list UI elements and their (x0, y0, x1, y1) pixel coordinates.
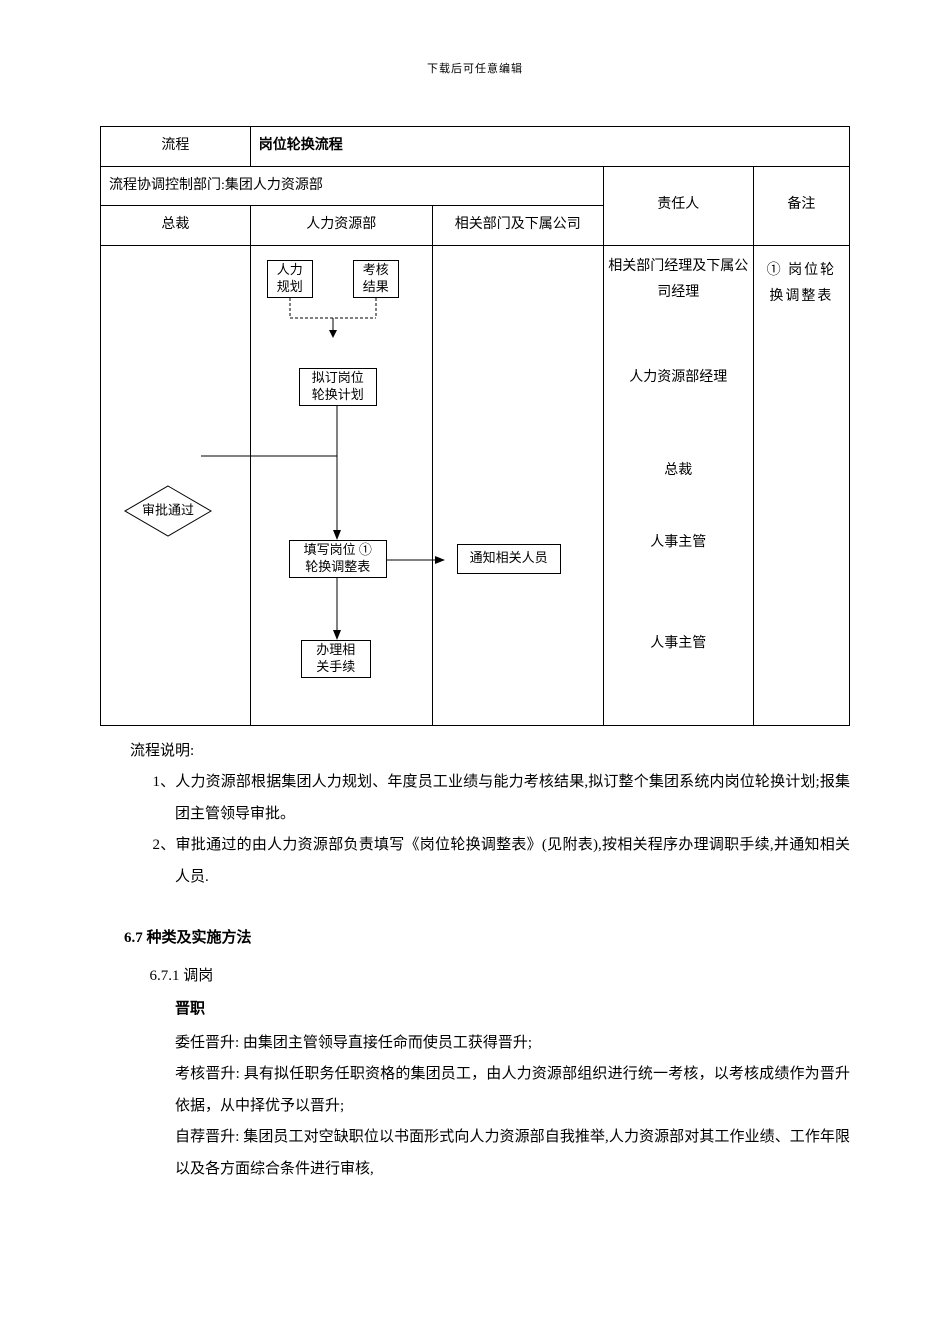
section-p3: 自荐晋升: 集团员工对空缺职位以书面形式向人力资源部自我推举,人力资源部对其工作… (100, 1122, 850, 1185)
dashed-merge (267, 298, 399, 338)
section-subnum: 6.7.1 调岗 (100, 961, 850, 993)
section-heading: 6.7 种类及实施方法 (100, 923, 850, 955)
box-notify: 通知相关人员 (457, 544, 561, 574)
section-6-7: 6.7 种类及实施方法 6.7.1 调岗 晋职 委任晋升: 由集团主管领导直接任… (100, 923, 850, 1185)
arrow-fill-to-process (329, 578, 345, 640)
arrow-draft-to-fill (329, 406, 345, 540)
arrow-to-diamond (191, 406, 341, 511)
header-col-a: 总裁 (101, 206, 251, 246)
header-remark: 备注 (753, 166, 849, 245)
section-subtitle: 晋职 (100, 994, 850, 1026)
resp-2: 人力资源部经理 (608, 365, 749, 392)
box-fill-form: 填写岗位 ①轮换调整表 (289, 540, 387, 578)
box-hr-plan: 人力规划 (267, 260, 313, 298)
description-block: 流程说明: 1、人力资源部根据集团人力规划、年度员工业绩与能力考核结果,拟订整个… (100, 736, 850, 894)
resp-5: 人事主管 (608, 631, 749, 658)
row1-value: 岗位轮换流程 (250, 127, 849, 167)
section-p1: 委任晋升: 由集团主管领导直接任命而使员工获得晋升; (100, 1028, 850, 1060)
process-table: 流程 岗位轮换流程 流程协调控制部门:集团人力资源部 责任人 备注 总裁 人力资… (100, 126, 850, 726)
desc-title: 流程说明: (100, 736, 850, 768)
box-process: 办理相关手续 (301, 640, 371, 678)
header-note: 下载后可任意编辑 (100, 60, 850, 76)
resp-3: 总裁 (608, 458, 749, 485)
coord-dept: 流程协调控制部门:集团人力资源部 (101, 166, 604, 206)
header-col-b: 人力资源部 (250, 206, 432, 246)
box-assess: 考核结果 (353, 260, 399, 298)
resp-4: 人事主管 (608, 530, 749, 557)
flow-col-hr: 人力规划 考核结果 拟订岗位轮换计划 (251, 246, 432, 725)
row1-label: 流程 (101, 127, 251, 167)
header-col-c: 相关部门及下属公司 (432, 206, 603, 246)
desc-item-1: 1、人力资源部根据集团人力规划、年度员工业绩与能力考核结果,拟订整个集团系统内岗… (100, 767, 850, 830)
resp-1: 相关部门经理及下属公司经理 (608, 254, 749, 307)
desc-item-2: 2、审批通过的由人力资源部负责填写《岗位轮换调整表》(见附表),按相关程序办理调… (100, 830, 850, 893)
flow-col-related: 通知相关人员 (433, 246, 603, 725)
box-draft-plan: 拟订岗位轮换计划 (299, 368, 377, 406)
section-p2: 考核晋升: 具有拟任职务任职资格的集团员工，由人力资源部组织进行统一考核，以考核… (100, 1059, 850, 1122)
remark-cell: ① 岗位轮换调整表 (753, 245, 849, 725)
header-responsible: 责任人 (603, 166, 753, 245)
